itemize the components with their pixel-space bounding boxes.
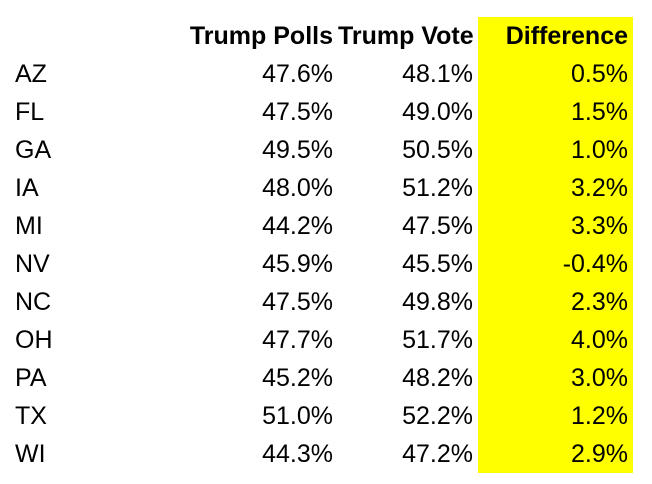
header-trump-vote[interactable]: Trump Vote — [338, 22, 474, 50]
polls-cell[interactable]: 48.0% — [262, 174, 333, 202]
state-cell[interactable]: IA — [15, 174, 39, 202]
polls-cell[interactable]: 47.6% — [262, 60, 333, 88]
polls-cell[interactable]: 47.5% — [262, 288, 333, 316]
vote-cell[interactable]: 50.5% — [402, 136, 473, 164]
polls-cell[interactable]: 49.5% — [262, 136, 333, 164]
polls-cell[interactable]: 44.2% — [262, 212, 333, 240]
state-cell[interactable]: NC — [15, 288, 52, 316]
table-row: OH 47.7% 51.7% 4.0% — [0, 321, 633, 359]
state-cell[interactable]: WI — [15, 440, 46, 468]
vote-cell[interactable]: 49.8% — [402, 288, 473, 316]
diff-cell[interactable]: 3.2% — [478, 169, 633, 207]
diff-cell[interactable]: 1.2% — [478, 397, 633, 435]
vote-cell[interactable]: 51.2% — [402, 174, 473, 202]
table-row: NC 47.5% 49.8% 2.3% — [0, 283, 633, 321]
header-trump-polls[interactable]: Trump Polls — [189, 22, 333, 50]
polls-cell[interactable]: 51.0% — [262, 402, 333, 430]
vote-cell[interactable]: 52.2% — [402, 402, 473, 430]
vote-cell[interactable]: 47.5% — [402, 212, 473, 240]
table-row: WI 44.3% 47.2% 2.9% — [0, 435, 633, 473]
state-cell[interactable]: GA — [15, 136, 52, 164]
polls-cell[interactable]: 47.7% — [262, 326, 333, 354]
polls-cell[interactable]: 47.5% — [262, 98, 333, 126]
vote-cell[interactable]: 45.5% — [402, 250, 473, 278]
polls-cell[interactable]: 44.3% — [262, 440, 333, 468]
vote-cell[interactable]: 51.7% — [402, 326, 473, 354]
table-row: FL 47.5% 49.0% 1.5% — [0, 93, 633, 131]
state-cell[interactable]: OH — [15, 326, 53, 354]
state-cell[interactable]: TX — [15, 402, 47, 430]
diff-cell[interactable]: 2.9% — [478, 435, 633, 473]
diff-cell[interactable]: 2.3% — [478, 283, 633, 321]
table-row: IA 48.0% 51.2% 3.2% — [0, 169, 633, 207]
table-row: PA 45.2% 48.2% 3.0% — [0, 359, 633, 397]
vote-cell[interactable]: 48.2% — [402, 364, 473, 392]
diff-cell[interactable]: 1.5% — [478, 93, 633, 131]
state-cell[interactable]: NV — [15, 250, 50, 278]
diff-cell[interactable]: 1.0% — [478, 131, 633, 169]
poll-comparison-table: Trump Polls Trump Vote Difference AZ 47.… — [0, 17, 633, 473]
header-difference[interactable]: Difference — [478, 17, 633, 55]
state-cell[interactable]: MI — [15, 212, 43, 240]
diff-cell[interactable]: 3.3% — [478, 207, 633, 245]
vote-cell[interactable]: 48.1% — [402, 60, 473, 88]
table-row: AZ 47.6% 48.1% 0.5% — [0, 55, 633, 93]
vote-cell[interactable]: 49.0% — [402, 98, 473, 126]
state-cell[interactable]: AZ — [15, 60, 47, 88]
table-row: NV 45.9% 45.5% -0.4% — [0, 245, 633, 283]
polls-cell[interactable]: 45.2% — [262, 364, 333, 392]
diff-cell[interactable]: -0.4% — [478, 245, 633, 283]
state-cell[interactable]: FL — [15, 98, 45, 126]
header-state-cell[interactable] — [0, 17, 170, 55]
diff-cell[interactable]: 0.5% — [478, 55, 633, 93]
table-row: MI 44.2% 47.5% 3.3% — [0, 207, 633, 245]
header-row: Trump Polls Trump Vote Difference — [0, 17, 633, 55]
table-row: GA 49.5% 50.5% 1.0% — [0, 131, 633, 169]
polls-cell[interactable]: 45.9% — [262, 250, 333, 278]
table-body: AZ 47.6% 48.1% 0.5% FL 47.5% 49.0% 1.5% … — [0, 55, 633, 473]
diff-cell[interactable]: 4.0% — [478, 321, 633, 359]
diff-cell[interactable]: 3.0% — [478, 359, 633, 397]
vote-cell[interactable]: 47.2% — [402, 440, 473, 468]
table-row: TX 51.0% 52.2% 1.2% — [0, 397, 633, 435]
state-cell[interactable]: PA — [15, 364, 47, 392]
